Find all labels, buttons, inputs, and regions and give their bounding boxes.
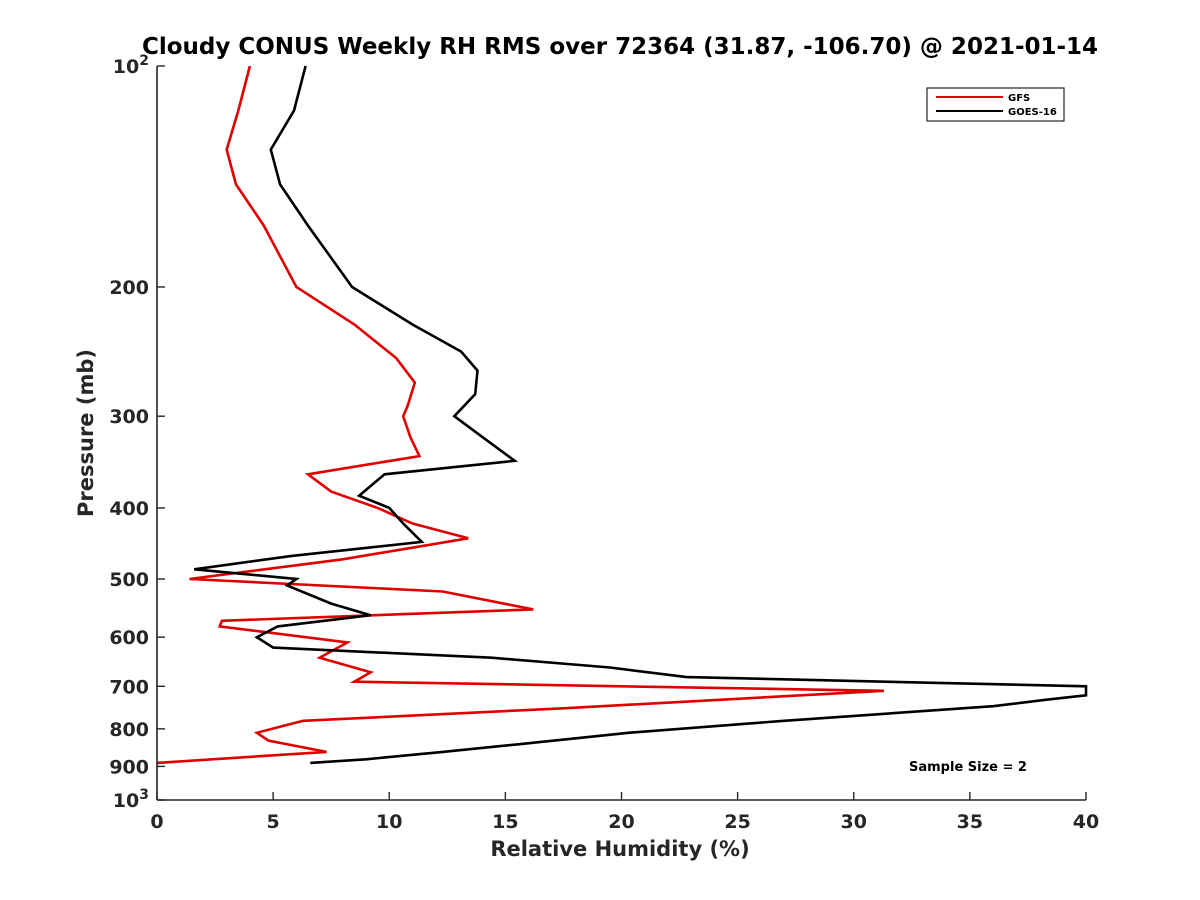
sample-size-annotation: Sample Size = 2	[909, 760, 1027, 775]
y-tick-label: 103	[113, 787, 149, 812]
series-line-goes16	[194, 65, 1088, 765]
series-layer	[156, 65, 1088, 765]
y-tick-label: 500	[109, 569, 149, 591]
y-tick-label: 200	[109, 277, 149, 299]
y-tick-label: 102	[113, 53, 149, 78]
y-tick-label: 300	[109, 406, 149, 428]
x-tick-label: 25	[724, 811, 750, 833]
y-tick-label: 700	[109, 676, 149, 698]
y-tick-label: 600	[109, 627, 149, 649]
x-tick-label: 5	[267, 811, 280, 833]
series-line-gfs	[156, 65, 884, 765]
y-tick-label: 400	[109, 498, 149, 520]
x-ticks: 0 5 10 15 20 25 30 35 40	[150, 792, 1099, 833]
x-axis-label: Relative Humidity (%)	[490, 837, 749, 861]
y-ticks: 102 200 300 400 500 600 700 800 900 103	[109, 53, 165, 812]
x-tick-label: 15	[492, 811, 518, 833]
x-tick-label: 10	[376, 811, 402, 833]
y-tick-label: 800	[109, 719, 149, 741]
legend-box	[926, 87, 1065, 122]
legend: GFS GOES-16	[926, 87, 1065, 122]
y-tick-label: 900	[109, 756, 149, 778]
plot-area	[157, 66, 1086, 800]
x-tick-label: 0	[150, 811, 163, 833]
x-tick-label: 30	[841, 811, 867, 833]
legend-label-goes16: GOES-16	[1008, 107, 1057, 118]
x-tick-label: 20	[608, 811, 634, 833]
chart-title: Cloudy CONUS Weekly RH RMS over 72364 (3…	[142, 34, 1098, 60]
x-tick-label: 35	[957, 811, 983, 833]
y-axis-label: Pressure (mb)	[74, 349, 98, 517]
x-tick-label: 40	[1073, 811, 1099, 833]
legend-label-gfs: GFS	[1008, 93, 1030, 104]
